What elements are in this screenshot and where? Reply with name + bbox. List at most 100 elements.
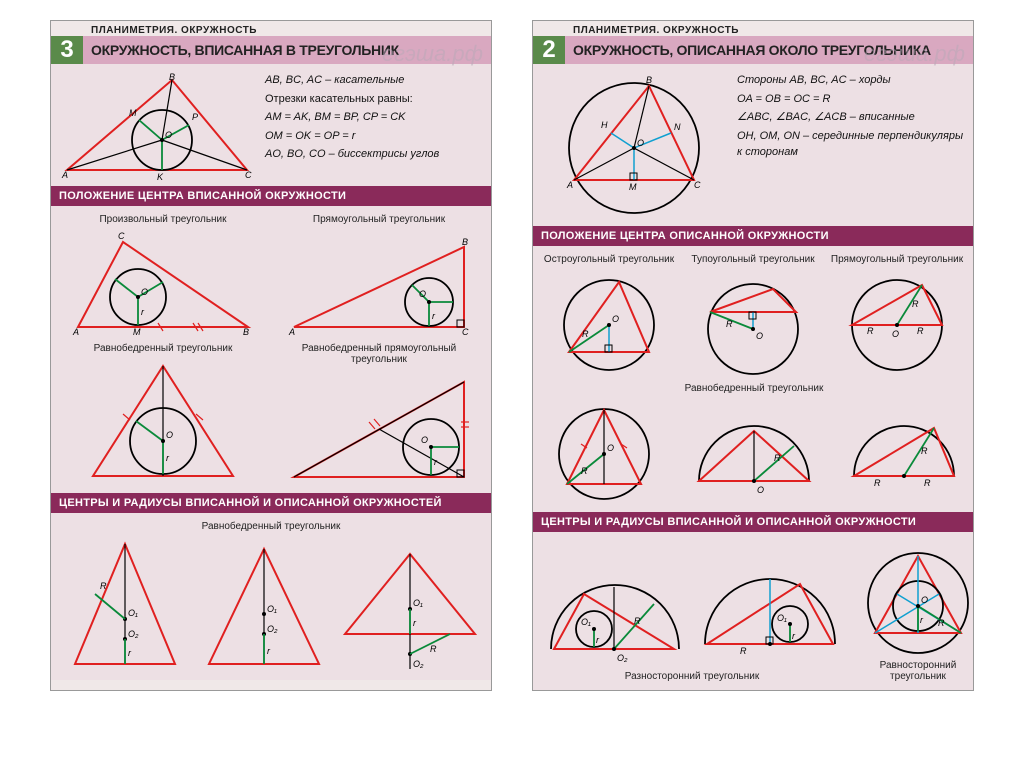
cell-isosceles: Равнобедренный треугольник O r <box>57 341 269 487</box>
svg-text:r: r <box>413 618 417 628</box>
svg-text:r: r <box>128 648 132 658</box>
svg-text:O: O <box>612 314 619 324</box>
card-number: 3 <box>51 36 83 64</box>
line-bisectors: AO, BO, CO – биссектрисы углов <box>265 146 485 163</box>
svg-text:r: r <box>267 646 271 656</box>
cell-iso-mid: O₁ O₂ r <box>196 534 331 674</box>
line-chords: Стороны AB, BC, AC – хорды <box>737 72 967 89</box>
diagram-inscribed-main: A B C M P K O <box>57 70 257 180</box>
svg-text:R: R <box>924 478 931 488</box>
svg-text:M: M <box>629 182 637 192</box>
svg-text:C: C <box>694 180 701 190</box>
svg-text:B: B <box>646 75 652 85</box>
cell-iso-tall: R O₁ O₂ r <box>57 534 192 674</box>
svg-text:R: R <box>726 319 733 329</box>
svg-text:O: O <box>921 595 928 605</box>
card-number: 2 <box>533 36 565 64</box>
svg-text:B: B <box>243 327 249 337</box>
category-label: ПЛАНИМЕТРИЯ. ОКРУЖНОСТЬ <box>51 21 491 36</box>
diagram-circumscribed-main: A B C H N M O <box>539 70 729 220</box>
svg-text:R: R <box>921 446 928 456</box>
svg-text:M: M <box>133 327 141 337</box>
line-oaoboc: OA = OB = OC = R <box>737 91 967 108</box>
section-centers-radii-left: ЦЕНТРЫ И РАДИУСЫ ВПИСАННОЙ И ОПИСАННОЙ О… <box>51 493 491 513</box>
top-panel-right: A B C H N M O Стороны AB, BC, AC – хорды… <box>533 64 973 226</box>
svg-text:O: O <box>756 331 763 341</box>
top-text-right: Стороны AB, BC, AC – хорды OA = OB = OC … <box>737 70 967 163</box>
line-tangents: AB, BC, AC – касательные <box>265 72 485 89</box>
svg-text:R: R <box>634 616 641 626</box>
svg-text:R: R <box>100 581 107 591</box>
svg-text:r: r <box>596 635 600 645</box>
svg-text:C: C <box>118 231 125 241</box>
svg-text:B: B <box>462 237 468 247</box>
watermark: егэша.рф <box>382 41 483 67</box>
section-centers-radii-right: ЦЕНТРЫ И РАДИУСЫ ВПИСАННОЙ И ОПИСАННОЙ О… <box>533 512 973 532</box>
svg-text:R: R <box>774 453 781 463</box>
svg-text:O: O <box>165 130 172 140</box>
line-amak: AM = AK, BM = BP, CP = CK <box>265 109 485 126</box>
svg-text:O₂: O₂ <box>617 653 628 663</box>
svg-text:R: R <box>938 618 945 628</box>
svg-text:A: A <box>72 327 79 337</box>
bottom-panel-right: O₁ O₂ r R O₁ r <box>533 532 973 690</box>
line-omokop: OM = OK = OP = r <box>265 128 485 145</box>
svg-text:R: R <box>581 466 588 476</box>
svg-text:B: B <box>169 72 175 82</box>
svg-text:r: r <box>141 307 145 317</box>
card-circumscribed: егэша.рф ПЛАНИМЕТРИЯ. ОКРУЖНОСТЬ 2 ОКРУЖ… <box>532 20 974 691</box>
svg-text:O: O <box>757 485 764 495</box>
svg-text:r: r <box>432 311 436 321</box>
section-center-circumscribed: ПОЛОЖЕНИЕ ЦЕНТРА ОПИСАННОЙ ОКРУЖНОСТИ <box>533 226 973 246</box>
top-panel: A B C M P K O AB, BC, AC – касательные О… <box>51 64 491 186</box>
bottom-panel-left: Равнобедренный треугольник R O₁ O₂ r <box>51 513 491 680</box>
svg-text:C: C <box>245 170 252 180</box>
section-center-inscribed: ПОЛОЖЕНИЕ ЦЕНТРА ВПИСАННОЙ ОКРУЖНОСТИ <box>51 186 491 206</box>
grid-circumscribed-positions: Остроугольный треугольник R O Тупоугольн… <box>533 246 973 512</box>
svg-text:R: R <box>430 644 437 654</box>
svg-text:O₁: O₁ <box>413 598 423 608</box>
svg-text:R: R <box>874 478 881 488</box>
svg-text:O: O <box>892 329 899 339</box>
svg-text:O: O <box>607 443 614 453</box>
cell-isosceles-circ: Равнобедренный треугольник O R <box>539 381 969 506</box>
top-text: AB, BC, AC – касательные Отрезки касател… <box>265 70 485 165</box>
svg-text:R: R <box>917 326 924 336</box>
bottom-caption-left: Равнобедренный треугольник <box>57 521 485 532</box>
cell-iso-right: Равнобедренный прямоугольный треугольник… <box>273 341 485 487</box>
svg-text:R: R <box>740 646 747 656</box>
grid-inscribed-positions: Произвольный треугольник A B C O M r Пря… <box>51 206 491 493</box>
svg-text:O₁: O₁ <box>128 608 138 618</box>
svg-text:O₁: O₁ <box>777 613 787 623</box>
card-inscribed: егэша.рф ПЛАНИМЕТРИЯ. ОКРУЖНОСТЬ 3 ОКРУЖ… <box>50 20 492 691</box>
line-perp-bisectors: OH, OM, ON – серединные перпендикуляры к… <box>737 128 967 161</box>
svg-text:O₁: O₁ <box>267 604 277 614</box>
svg-text:A: A <box>566 180 573 190</box>
svg-text:O: O <box>166 430 173 440</box>
svg-text:O₂: O₂ <box>413 659 424 669</box>
svg-text:N: N <box>674 122 681 132</box>
cell-obtuse: Тупоугольный треугольник O R <box>683 252 823 377</box>
cell-right: Прямоугольный треугольник A C B O r <box>273 212 485 337</box>
line-inscribed-angles: ∠ABC, ∠BAC, ∠ACB – вписанные <box>737 109 967 126</box>
svg-text:O₂: O₂ <box>267 624 278 634</box>
svg-text:r: r <box>166 453 170 463</box>
svg-text:r: r <box>920 615 924 625</box>
svg-text:C: C <box>462 327 469 337</box>
svg-text:A: A <box>61 170 68 180</box>
category-label: ПЛАНИМЕТРИЯ. ОКРУЖНОСТЬ <box>533 21 973 36</box>
svg-text:R: R <box>867 326 874 336</box>
cell-arbitrary: Произвольный треугольник A B C O M r <box>57 212 269 337</box>
svg-text:O: O <box>419 289 426 299</box>
cell-acute: Остроугольный треугольник R O <box>539 252 679 377</box>
line-equal-segments: Отрезки касательных равны: <box>265 91 485 108</box>
svg-text:H: H <box>601 120 608 130</box>
cell-equilateral-both: O r R Равносторонний треугольник <box>853 538 983 684</box>
svg-text:O: O <box>421 435 428 445</box>
svg-text:r: r <box>792 631 796 641</box>
svg-text:O₂: O₂ <box>128 629 139 639</box>
cell-right-circ: Прямоугольный треугольник O R R R <box>827 252 967 377</box>
cell-iso-wide: O₁ r R O₂ <box>335 534 485 674</box>
svg-text:R: R <box>582 329 589 339</box>
watermark: егэша.рф <box>864 41 965 67</box>
